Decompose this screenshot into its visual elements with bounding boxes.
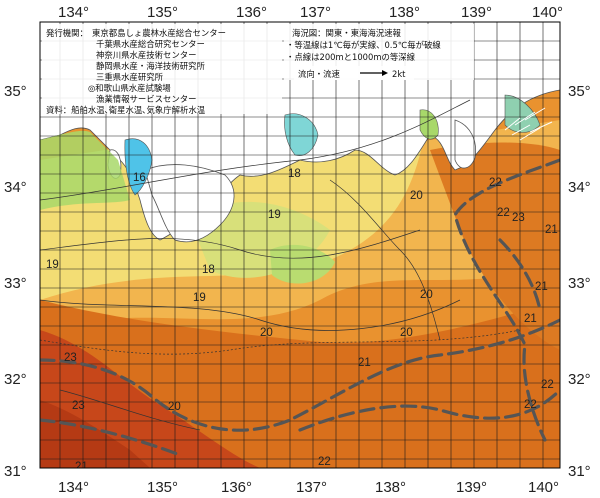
lon-tick-top: 136° <box>236 4 267 21</box>
current-arrows <box>504 107 553 141</box>
kuroshio-paths <box>40 158 560 457</box>
note-line: 海況図：関東・東海海況速報 <box>292 28 401 38</box>
issuer-line: 発行機関： 東京都島しょ農林水産総合センター <box>46 28 226 38</box>
issuer-line: 静岡県水産・海洋技術研究所 <box>96 61 205 71</box>
current-legend-box <box>294 66 414 80</box>
isotherm-label: 19 <box>268 209 281 221</box>
lon-tick-top: 137° <box>300 4 331 21</box>
lon-tick-bottom: 134° <box>58 479 89 496</box>
current-legend: 流向・流速 2kt <box>294 66 414 80</box>
isotherm-label: 22 <box>318 456 331 468</box>
isotherm-lines <box>40 99 521 431</box>
isotherm-label: 22 <box>489 177 502 189</box>
isotherm-label: 18 <box>288 168 301 180</box>
lat-tick-left: 31° <box>4 463 27 480</box>
issuer-line: 神奈川県水産技術センター <box>96 50 197 60</box>
isotherm-label: 18 <box>202 264 215 276</box>
isotherm-label: 22 <box>497 207 510 219</box>
isotherm-labels: 16 18 19 18 19 19 20 20 20 20 21 23 23 2… <box>46 168 558 473</box>
top-lon-ticks: 134° 135° 136° 137° 138° 139° 140° <box>58 4 563 21</box>
isotherm-label: 21 <box>524 313 537 325</box>
lon-tick-bottom: 137° <box>296 479 327 496</box>
lon-tick-top: 135° <box>147 4 178 21</box>
isotherm-label: 20 <box>420 289 433 301</box>
data-source: 資料：船舶水温､衛星水温､気象庁解析水温 <box>46 105 206 115</box>
isotherm-label: 19 <box>46 259 59 271</box>
lon-tick-bottom: 140° <box>528 479 559 496</box>
lon-tick-top: 140° <box>532 4 563 21</box>
isotherm-label: 20 <box>410 190 423 202</box>
issuer-info-box <box>42 24 282 114</box>
sea-band-red-core <box>40 400 150 468</box>
legend-speed: 2kt <box>392 69 406 79</box>
note-line: ・点線は200mと1000mの等深線 <box>286 52 416 62</box>
isotherm-label: 23 <box>72 400 85 412</box>
isotherm-label: 21 <box>358 357 371 369</box>
isotherm-label: 19 <box>193 292 206 304</box>
map-frame <box>39 21 561 469</box>
isotherm-label: 20 <box>400 327 413 339</box>
isotherm-label: 16 <box>133 172 146 184</box>
isotherm-label: 22 <box>524 399 537 411</box>
issuer-line: ◎和歌山県水産試験場 <box>88 83 171 93</box>
legend-label: 流向・流速 <box>298 69 340 79</box>
lon-tick-top: 139° <box>461 4 492 21</box>
issuer-info: 発行機関： 東京都島しょ農林水産総合センター 千葉県水産総合研究センター 神奈川… <box>42 24 282 115</box>
map-body: 16 18 19 18 19 19 20 20 20 20 21 23 23 2… <box>40 22 560 473</box>
legend-arrowhead-icon <box>382 70 388 76</box>
isotherm-label: 21 <box>535 281 548 293</box>
lat-tick-left: 33° <box>4 275 27 292</box>
isotherm-label: 21 <box>545 224 558 236</box>
isotherm-label: 20 <box>168 401 181 413</box>
land-izu <box>454 119 477 169</box>
coastal-green-band <box>40 130 130 210</box>
sea-band-east-deep <box>430 142 560 350</box>
lat-tick-left: 32° <box>4 371 27 388</box>
isotherm-label: 21 <box>75 461 88 473</box>
isotherm-label: 23 <box>64 352 77 364</box>
lat-tick-right: 34° <box>568 179 591 196</box>
bottom-lon-ticks: 134° 135° 136° 137° 138° 139° 140° <box>58 479 559 496</box>
isotherm-label: 22 <box>541 379 554 391</box>
right-lat-ticks: 35° 34° 33° 32° 31° <box>568 83 591 480</box>
issuer-line: 漁業情報サービスセンター <box>96 94 197 104</box>
lat-tick-left: 35° <box>4 83 27 100</box>
lat-tick-right: 33° <box>568 275 591 292</box>
bay-osaka <box>124 138 153 196</box>
land-kii-peninsula <box>144 164 235 243</box>
sea-band-green <box>270 244 335 284</box>
isotherm-label: 23 <box>512 212 525 224</box>
lat-tick-left: 34° <box>4 179 27 196</box>
lon-tick-bottom: 136° <box>221 479 252 496</box>
issuer-line: 千葉県水産総合研究センター <box>96 39 205 49</box>
lon-tick-top: 138° <box>389 4 420 21</box>
lat-tick-right: 35° <box>568 83 591 100</box>
note-line: ・等温線は1℃毎が実線、0.5℃毎が破線 <box>286 40 441 50</box>
lon-tick-bottom: 135° <box>147 479 178 496</box>
issuer-line: 三重県水産研究所 <box>96 72 164 82</box>
lat-tick-right: 32° <box>568 371 591 388</box>
isotherm-label: 20 <box>260 327 273 339</box>
lon-tick-bottom: 138° <box>375 479 406 496</box>
left-lat-ticks: 35° 34° 33° 32° 31° <box>4 83 27 480</box>
lon-tick-top: 134° <box>58 4 89 21</box>
lat-tick-right: 31° <box>568 463 591 480</box>
lon-tick-bottom: 139° <box>456 479 487 496</box>
bay-ise <box>284 113 319 156</box>
